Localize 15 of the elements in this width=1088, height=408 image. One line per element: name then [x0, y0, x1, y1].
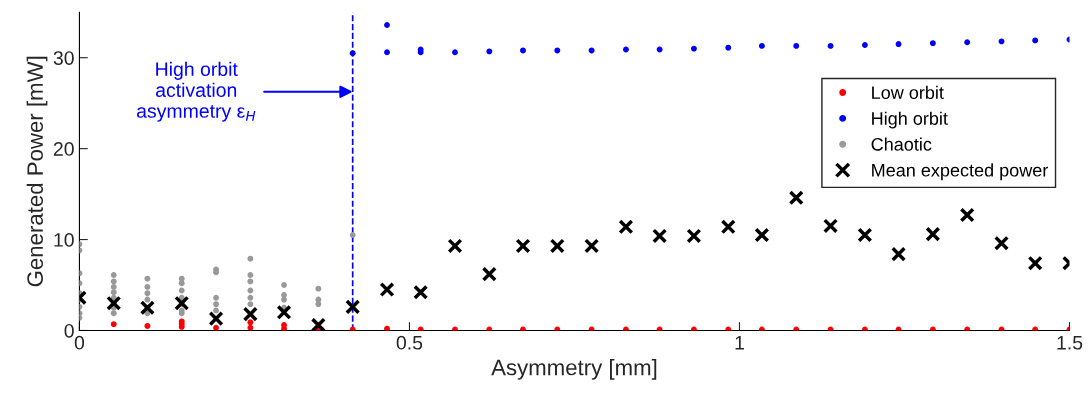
legend-label: Chaotic [871, 137, 932, 151]
x-tick-label: 1 [735, 336, 744, 350]
annotation: High orbit activation asymmetry ε$_{H}$ [137, 61, 256, 122]
x-axis-title: Asymmetry [mm] [491, 359, 657, 380]
y-tick-label: 20 [53, 142, 74, 156]
y-axis-title: Generated Power [mW] [26, 56, 48, 287]
y-tick-label: 0 [64, 323, 74, 338]
y-tick-label: 30 [53, 51, 74, 65]
x-tick-label: 0.5 [396, 335, 423, 350]
y-tick-label: 10 [54, 233, 74, 247]
legend-label: Low orbit [872, 85, 944, 100]
legend-label: High orbit [872, 111, 948, 129]
x-tick-label: 0 [74, 335, 85, 350]
x-tick-label: 1.5 [1057, 336, 1083, 350]
legend-label: Mean expected power [872, 163, 1049, 181]
